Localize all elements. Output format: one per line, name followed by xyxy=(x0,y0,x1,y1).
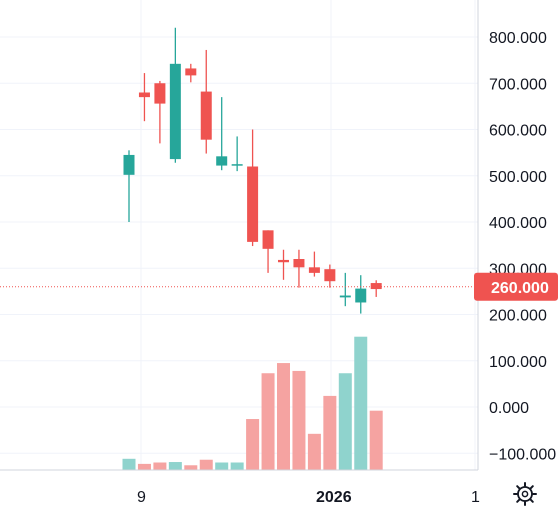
volume-bar xyxy=(354,336,368,470)
price-tick-label: 200.000 xyxy=(489,308,547,325)
candle-body xyxy=(185,68,197,76)
candle-body xyxy=(154,83,166,104)
candle-body xyxy=(138,92,150,98)
candle-body xyxy=(339,295,351,298)
candle-body xyxy=(123,154,135,175)
price-tick-label: 0.000 xyxy=(489,400,529,417)
candle xyxy=(278,249,289,280)
candle xyxy=(185,63,197,83)
volume-bar xyxy=(246,419,260,470)
candle xyxy=(339,272,351,307)
current-price-tag: 260.000 xyxy=(474,272,558,301)
price-tick-label: 500.000 xyxy=(489,169,547,186)
price-axis[interactable]: 800.000700.000600.000500.000400.000300.0… xyxy=(489,30,556,463)
time-tick-label: 1 xyxy=(471,489,480,506)
volume-bar xyxy=(307,433,321,470)
candle xyxy=(355,275,367,314)
candle xyxy=(154,80,166,144)
candle-body xyxy=(169,63,181,160)
candle xyxy=(370,280,382,297)
volume-bar xyxy=(199,459,213,470)
volume-bar xyxy=(323,395,337,470)
candle-body xyxy=(231,164,243,166)
candle xyxy=(169,27,181,163)
time-tick-label: 2026 xyxy=(316,489,352,506)
volume-bar xyxy=(122,458,136,470)
candle-body xyxy=(278,259,289,263)
volume-bar xyxy=(215,462,229,470)
candle xyxy=(231,136,243,172)
volume-bar xyxy=(168,462,182,470)
grid xyxy=(0,0,478,470)
price-tick-label: 800.000 xyxy=(489,30,547,47)
candle xyxy=(247,129,259,247)
time-axis[interactable]: 9 2026 1 xyxy=(137,489,480,506)
candle-body xyxy=(216,156,228,166)
time-tick-label: 9 xyxy=(137,489,146,506)
volume-bar xyxy=(230,462,244,470)
volume-bar xyxy=(261,373,275,470)
volume-bar xyxy=(184,465,198,470)
candle xyxy=(123,150,135,222)
volume-bar xyxy=(338,373,352,470)
price-tick-label: 400.000 xyxy=(489,215,547,232)
volume-bar xyxy=(277,363,290,470)
candle xyxy=(262,230,274,273)
volume-bars xyxy=(122,336,383,470)
candle xyxy=(200,49,212,154)
candle xyxy=(324,264,336,288)
price-tick-label: 700.000 xyxy=(489,76,547,93)
current-price-tag-bg xyxy=(474,272,558,301)
candle-body xyxy=(262,230,274,249)
volume-bar xyxy=(137,463,151,470)
candle xyxy=(308,251,320,277)
candle-body xyxy=(200,91,212,140)
price-tick-label: 100.000 xyxy=(489,354,547,371)
candle xyxy=(138,73,150,122)
candles xyxy=(123,27,382,314)
volume-bar xyxy=(292,370,306,470)
price-tick-label: −100.000 xyxy=(489,446,556,463)
gear-icon[interactable] xyxy=(513,482,537,506)
current-price-label: 260.000 xyxy=(491,280,549,297)
candle-body xyxy=(293,259,305,268)
candle xyxy=(293,249,305,288)
candle-body xyxy=(370,283,382,290)
candle-body xyxy=(355,288,367,303)
volume-bar xyxy=(369,410,383,470)
candle-body xyxy=(308,267,320,273)
candle-body xyxy=(324,269,336,282)
candle-body xyxy=(247,166,259,242)
candle xyxy=(216,97,228,171)
volume-bar xyxy=(153,462,167,470)
price-tick-label: 600.000 xyxy=(489,123,547,140)
